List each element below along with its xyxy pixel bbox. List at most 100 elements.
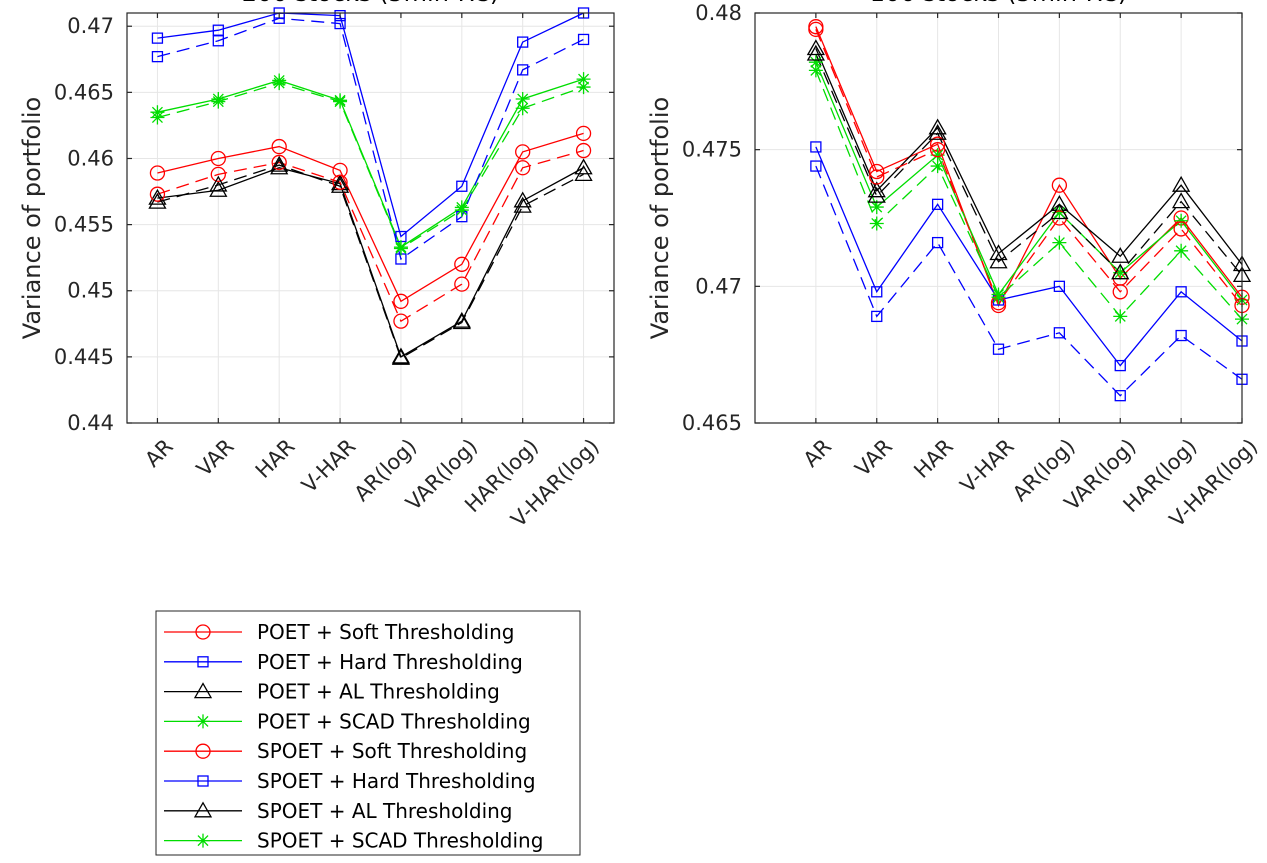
- data-point-s6: [151, 50, 164, 63]
- chart-title: 200 stocks (5min-RC): [242, 0, 499, 7]
- data-point-s3: [209, 180, 228, 197]
- data-point-s2: [334, 9, 346, 22]
- data-point-s6: [334, 17, 346, 30]
- data-point-s2: [456, 180, 468, 192]
- data-point-s8: [808, 63, 823, 78]
- series-line-3: [815, 48, 1243, 265]
- data-point-s7: [806, 44, 825, 61]
- data-point-s3: [1172, 175, 1191, 192]
- axes-box: [126, 12, 615, 424]
- data-point-s6: [577, 33, 590, 46]
- data-point-s7: [209, 175, 228, 192]
- data-point-s2: [931, 198, 944, 210]
- data-point-s7: [513, 196, 532, 213]
- chart-title: 100 stocks (5min-RC): [870, 0, 1127, 7]
- data-point-s4: [808, 55, 823, 70]
- data-point-s6: [931, 236, 944, 249]
- legend-marker: [195, 743, 211, 759]
- data-point-s1: [271, 138, 287, 155]
- data-point-s3: [270, 158, 289, 175]
- legend-box: [155, 610, 581, 856]
- data-point-s1: [393, 293, 409, 309]
- data-point-s6: [992, 343, 1005, 355]
- series-line-6: [815, 165, 1243, 397]
- series-line-4: [815, 61, 1243, 301]
- series-line-1: [157, 132, 584, 303]
- y-tick-label: 0.46: [67, 146, 114, 170]
- chart-200-stocks: 0.44 0.445 0.45 0.455 0.46 0.465 0.47 AR VAR HAR V…: [18, 0, 615, 532]
- data-point-s7: [330, 176, 350, 193]
- data-point-s2: [1053, 280, 1066, 292]
- data-point-s3: [574, 158, 593, 175]
- data-point-s3: [989, 244, 1008, 261]
- data-point-s8: [869, 216, 884, 231]
- data-point-s4: [1174, 213, 1189, 228]
- data-point-s7: [1172, 192, 1191, 209]
- data-point-s6: [1053, 327, 1066, 339]
- data-point-s5: [332, 174, 348, 190]
- data-point-s7: [989, 252, 1008, 269]
- data-point-s7: [391, 348, 411, 365]
- data-point-s2: [517, 36, 529, 48]
- x-tick-label: VAR: [850, 434, 897, 481]
- y-tick-label: 0.45: [67, 279, 114, 303]
- data-point-s5: [210, 166, 226, 183]
- y-tick-label: 0.445: [54, 345, 114, 369]
- data-point-s5: [1112, 284, 1128, 300]
- legend-item: SPOET + SCAD Thresholding: [164, 829, 543, 853]
- data-point-s3: [513, 191, 532, 208]
- series-line-7: [815, 53, 1243, 276]
- data-point-s3: [391, 347, 411, 364]
- data-point-s5: [869, 169, 885, 185]
- series-line-7: [157, 164, 584, 360]
- series-line-8: [157, 82, 584, 250]
- y-tick-label: 0.465: [682, 411, 742, 435]
- data-point-s8: [272, 76, 287, 91]
- data-point-s6: [212, 35, 224, 47]
- data-point-s1: [149, 165, 166, 181]
- data-point-s7: [148, 192, 167, 209]
- data-point-s4: [1052, 205, 1067, 220]
- data-point-s8: [1174, 243, 1189, 258]
- data-point-s3: [452, 311, 471, 328]
- data-point-s3: [867, 181, 886, 198]
- legend-label: SPOET + Soft Thresholding: [257, 739, 527, 763]
- data-point-s8: [393, 241, 408, 256]
- data-point-s6: [810, 160, 822, 172]
- legend-item: SPOET + AL Thresholding: [164, 799, 513, 823]
- data-point-s2: [871, 286, 883, 298]
- legend-marker: [197, 656, 209, 668]
- data-point-s7: [867, 186, 886, 203]
- data-point-s3: [806, 39, 825, 56]
- data-point-s8: [930, 159, 945, 174]
- series-line-3: [157, 167, 584, 358]
- y-tick-label: 0.47: [695, 274, 742, 298]
- data-point-s8: [1113, 309, 1128, 324]
- legend-label: SPOET + AL Thresholding: [257, 799, 513, 823]
- data-point-s8: [1052, 235, 1067, 250]
- data-point-s5: [1173, 221, 1189, 237]
- y-axis-label: Variance of portfolio: [646, 97, 674, 339]
- data-point-s2: [1175, 286, 1187, 298]
- data-point-s3: [928, 118, 947, 135]
- x-tick-label: HAR: [909, 434, 958, 483]
- data-point-s8: [576, 80, 591, 95]
- legend-marker: [193, 801, 213, 818]
- data-point-s5: [271, 154, 287, 171]
- x-tick-label: AR: [799, 434, 836, 471]
- legend-marker: [197, 775, 209, 787]
- data-point-s1: [210, 150, 226, 167]
- legend-marker: [193, 682, 213, 699]
- data-point-s8: [991, 290, 1006, 305]
- legend-item: POET + SCAD Thresholding: [164, 709, 531, 733]
- data-point-s5: [393, 313, 409, 329]
- data-point-s1: [454, 256, 470, 272]
- data-point-s8: [454, 203, 469, 218]
- data-point-s8: [211, 94, 226, 109]
- data-point-s4: [869, 200, 884, 215]
- data-point-s4: [930, 148, 945, 163]
- series-line-2: [157, 12, 584, 238]
- legend-label: SPOET + Hard Thresholding: [257, 769, 536, 793]
